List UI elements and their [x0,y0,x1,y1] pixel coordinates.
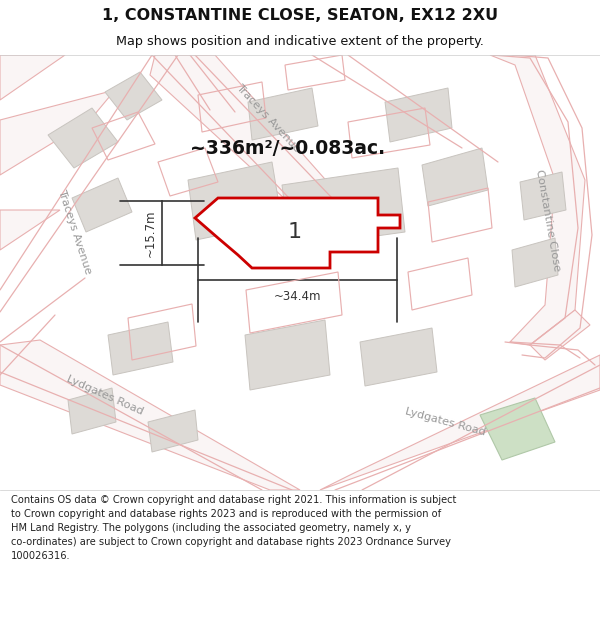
Polygon shape [150,55,370,245]
Text: 1, CONSTANTINE CLOSE, SEATON, EX12 2XU: 1, CONSTANTINE CLOSE, SEATON, EX12 2XU [102,8,498,23]
Text: Traceys Avenue: Traceys Avenue [234,82,302,154]
Polygon shape [0,55,65,100]
Polygon shape [245,320,330,390]
Text: Traceys Avenue: Traceys Avenue [56,188,94,276]
Polygon shape [282,168,405,248]
Polygon shape [72,178,132,232]
Polygon shape [105,72,162,120]
Polygon shape [248,88,318,140]
Polygon shape [108,322,173,375]
Polygon shape [195,198,400,268]
Text: ~34.4m: ~34.4m [274,290,321,303]
Text: ~336m²/~0.083ac.: ~336m²/~0.083ac. [190,139,385,158]
Polygon shape [520,172,566,220]
Text: Constantine Close: Constantine Close [534,168,562,272]
Text: Contains OS data © Crown copyright and database right 2021. This information is : Contains OS data © Crown copyright and d… [11,496,456,561]
Polygon shape [0,210,60,250]
Polygon shape [48,108,118,168]
Text: ~15.7m: ~15.7m [144,209,157,257]
Text: Lydgates Road: Lydgates Road [404,406,487,437]
Text: 1: 1 [288,222,302,242]
Polygon shape [512,238,558,287]
Polygon shape [530,310,590,360]
Polygon shape [68,388,116,434]
Polygon shape [148,410,198,452]
Polygon shape [188,162,282,240]
Polygon shape [320,355,600,490]
Text: Map shows position and indicative extent of the property.: Map shows position and indicative extent… [116,35,484,48]
Polygon shape [360,328,437,386]
Text: Lydgates Road: Lydgates Road [65,374,145,416]
Polygon shape [0,340,300,490]
Polygon shape [0,90,115,175]
Polygon shape [385,88,452,142]
Polygon shape [480,398,555,460]
Polygon shape [490,55,585,345]
Polygon shape [422,148,488,206]
